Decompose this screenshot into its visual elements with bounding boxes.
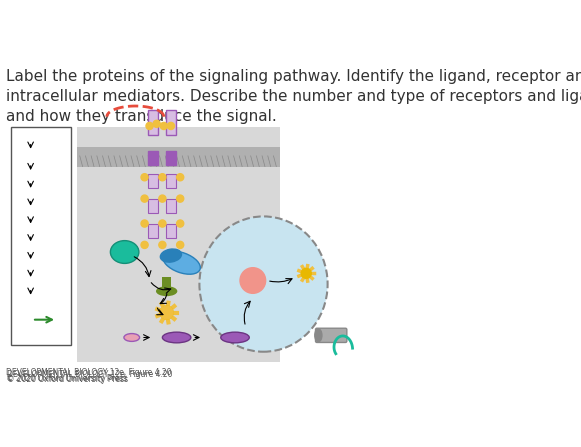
FancyBboxPatch shape [315,328,347,342]
Ellipse shape [163,251,200,274]
Bar [166,110,176,135]
Circle shape [177,241,184,249]
Circle shape [141,195,148,202]
Circle shape [177,220,184,227]
Ellipse shape [162,332,191,343]
Circle shape [159,174,166,181]
Circle shape [159,220,166,227]
Bar [10,127,71,345]
Circle shape [302,268,311,278]
Circle shape [141,220,148,227]
Circle shape [177,195,184,202]
Circle shape [240,268,266,293]
Ellipse shape [160,249,181,262]
Circle shape [177,174,184,181]
Bar [148,110,158,135]
Bar [148,224,158,238]
Circle shape [146,122,153,130]
Bar [148,198,158,213]
Circle shape [159,195,166,202]
Circle shape [167,122,174,130]
Bar [77,147,280,167]
Text: © 2020 Oxford University Press: © 2020 Oxford University Press [6,374,127,383]
Ellipse shape [124,333,139,342]
Circle shape [160,122,167,130]
Circle shape [141,174,148,181]
Circle shape [141,241,148,249]
Ellipse shape [315,329,322,342]
Bar [162,277,171,291]
Circle shape [160,306,173,319]
Text: © 2020 Oxford University Press: © 2020 Oxford University Press [7,375,128,384]
Bar [166,174,176,188]
Bar [148,174,158,188]
Text: DEVELOPMENTAL BIOLOGY 12e, Figure 4.20: DEVELOPMENTAL BIOLOGY 12e, Figure 4.20 [7,370,173,379]
Text: Label the proteins of the signaling pathway. Identify the ligand, receptor and
i: Label the proteins of the signaling path… [6,69,581,123]
Circle shape [153,120,160,127]
Bar [166,151,176,165]
Bar [166,198,176,213]
Ellipse shape [156,286,177,296]
Circle shape [159,241,166,249]
Ellipse shape [110,240,139,263]
Bar [148,151,158,165]
Bar [77,127,280,363]
Ellipse shape [221,332,249,343]
Circle shape [160,306,173,319]
Ellipse shape [199,216,328,352]
Text: DEVELOPMENTAL BIOLOGY 12e, Figure 4.20: DEVELOPMENTAL BIOLOGY 12e, Figure 4.20 [6,368,171,377]
Bar [166,224,176,238]
